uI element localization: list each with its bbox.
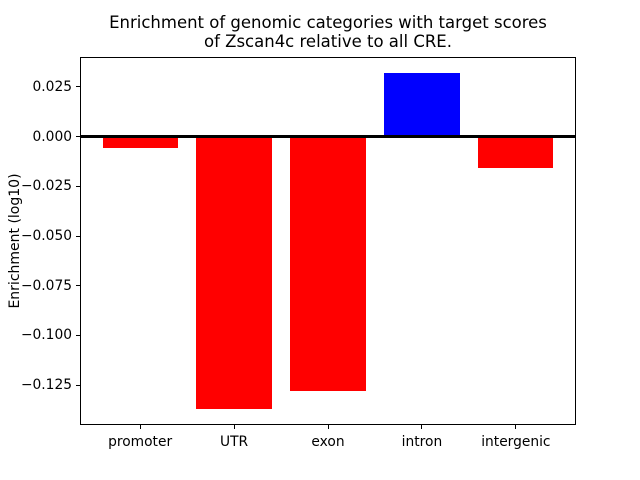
x-tick-mark [327, 425, 329, 429]
y-tick-mark [76, 285, 80, 287]
x-tick-label: promoter [108, 434, 173, 450]
y-tick-label: −0.100 [20, 327, 72, 344]
x-tick-label: UTR [219, 434, 249, 450]
bar-promoter [102, 136, 178, 149]
x-tick-mark [233, 425, 235, 429]
y-tick-mark [76, 384, 80, 386]
y-tick-label: 0.025 [32, 78, 73, 95]
y-tick-label: −0.075 [20, 277, 72, 294]
x-tick-label: exon [311, 434, 345, 450]
x-tick-label: intergenic [481, 434, 551, 450]
y-tick-label: −0.050 [20, 228, 72, 245]
bar-UTR [196, 136, 272, 410]
chart-title: Enrichment of genomic categories with ta… [109, 13, 547, 52]
y-tick-label: −0.025 [20, 178, 72, 195]
x-tick-mark [515, 425, 517, 429]
zero-baseline [80, 135, 576, 139]
y-tick-label: −0.125 [20, 377, 72, 394]
y-tick-mark [76, 185, 80, 187]
bar-exon [290, 136, 366, 392]
bar-intergenic [478, 136, 554, 169]
bar-intron [384, 72, 460, 137]
y-tick-mark [76, 235, 80, 237]
y-tick-mark [76, 136, 80, 138]
y-tick-mark [76, 334, 80, 336]
x-tick-mark [421, 425, 423, 429]
x-tick-mark [139, 425, 141, 429]
y-tick-label: 0.000 [32, 128, 73, 145]
x-tick-label: intron [401, 434, 443, 450]
y-tick-mark [76, 86, 80, 88]
